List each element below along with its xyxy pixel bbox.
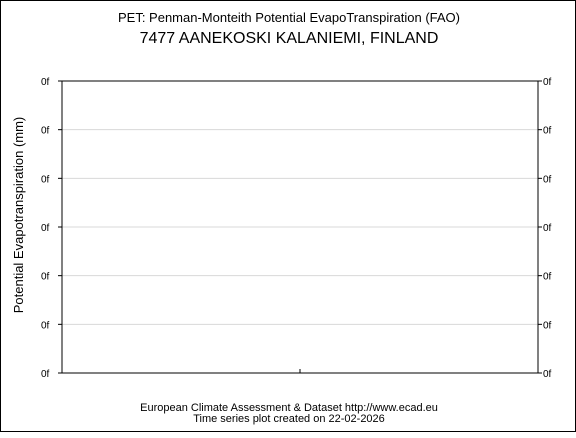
y-tick-label-left: 0f (41, 369, 50, 380)
grid-lines (62, 129, 538, 325)
y-tick-label-right: 0f (543, 126, 552, 137)
y-tick-label-left: 0f (41, 320, 50, 331)
y-tick-label-right: 0f (543, 320, 552, 331)
left-tick-labels: 0f 0f 0f 0f 0f 0f 0f (41, 77, 50, 380)
y-tick-label-right: 0f (543, 223, 552, 234)
y-tick-label-left: 0f (41, 174, 50, 185)
chart-title: PET: Penman-Monteith Potential EvapoTran… (118, 10, 460, 25)
y-tick-label-right: 0f (543, 272, 552, 283)
y-tick-label-right: 0f (543, 77, 552, 88)
y-tick-label-left: 0f (41, 272, 50, 283)
y-tick-label-right: 0f (543, 369, 552, 380)
axis-ticks (58, 80, 542, 374)
y-tick-label-right: 0f (543, 174, 552, 185)
y-tick-label-left: 0f (41, 77, 50, 88)
footer-line-2: Time series plot created on 22-02-2026 (193, 413, 385, 425)
y-tick-label-left: 0f (41, 126, 50, 137)
chart-subtitle: 7477 AANEKOSKI KALANIEMI, FINLAND (140, 30, 439, 47)
y-tick-label-left: 0f (41, 223, 50, 234)
y-axis-label: Potential Evapotranspiration (mm) (11, 117, 26, 314)
footer-line-1: European Climate Assessment & Dataset ht… (140, 402, 438, 414)
right-tick-labels: 0f 0f 0f 0f 0f 0f 0f (543, 77, 552, 380)
